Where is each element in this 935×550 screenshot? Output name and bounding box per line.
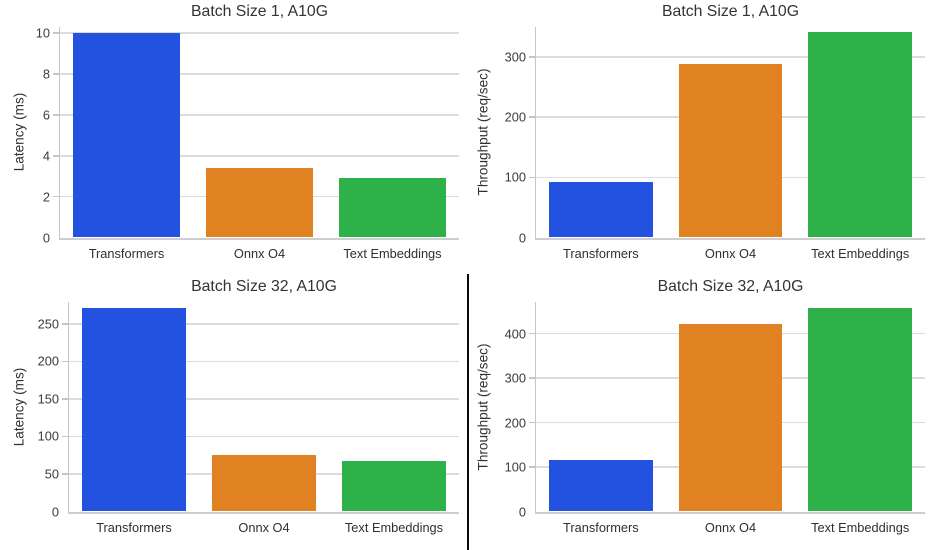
y-tick-label: 150 <box>37 391 59 407</box>
bar-text-embeddings <box>808 307 913 512</box>
x-category-label: Onnx O4 <box>238 520 290 535</box>
bar-transformers <box>548 182 653 238</box>
bar-onnx-o4 <box>678 64 783 238</box>
x-category-label: Text Embeddings <box>343 245 442 261</box>
gridline <box>60 73 459 75</box>
plot-baseline <box>67 511 459 514</box>
x-category-label: Transformers <box>88 245 165 261</box>
plot-baseline <box>534 511 925 514</box>
plot-spine <box>58 27 60 240</box>
chart-title: Batch Size 32, A10G <box>657 278 804 295</box>
y-tick-label: 200 <box>504 109 526 125</box>
y-tick-mark <box>61 360 68 363</box>
bar-onnx-o4 <box>678 324 783 512</box>
y-tick-label: 300 <box>504 49 526 65</box>
y-tick-label: 50 <box>44 466 59 482</box>
y-tick-mark <box>52 114 59 116</box>
y-tick-mark <box>528 116 535 118</box>
bar-transformers <box>82 308 186 512</box>
y-tick-mark <box>528 176 535 179</box>
y-tick-label: 0 <box>518 230 526 245</box>
x-category-label: Transformers <box>563 245 639 261</box>
y-tick-label: 2 <box>42 189 50 205</box>
y-tick-mark <box>528 466 535 468</box>
y-tick-label: 0 <box>51 504 59 519</box>
x-category-label: Text Embeddings <box>811 520 910 535</box>
gridline <box>60 32 459 34</box>
y-tick-label: 8 <box>42 66 50 82</box>
plot-baseline <box>534 237 925 240</box>
y-tick-mark <box>61 323 68 325</box>
y-tick-mark <box>52 73 59 75</box>
y-tick-mark <box>61 435 68 438</box>
y-tick-mark <box>528 377 535 379</box>
y-tick-label: 200 <box>37 353 59 369</box>
y-axis-label: Throughput (req/sec) <box>475 343 491 471</box>
gridline <box>60 155 459 157</box>
bar-transformers <box>548 460 653 512</box>
y-tick-label: 200 <box>504 415 526 431</box>
divider-line <box>466 274 469 550</box>
y-tick-label: 250 <box>37 316 59 332</box>
y-tick-mark <box>52 195 59 198</box>
y-tick-mark <box>52 155 59 157</box>
y-tick-label: 100 <box>37 428 59 444</box>
gridline <box>69 435 459 438</box>
plot-spine <box>67 302 69 514</box>
y-tick-mark <box>528 332 535 335</box>
y-tick-mark <box>528 421 535 424</box>
y-tick-label: 400 <box>504 326 526 342</box>
y-tick-label: 0 <box>518 504 526 519</box>
y-tick-label: 300 <box>504 370 526 386</box>
chart-title: Batch Size 1, A10G <box>662 3 799 20</box>
y-tick-label: 6 <box>42 107 50 123</box>
bar-onnx-o4 <box>212 455 316 512</box>
y-tick-mark <box>528 56 535 58</box>
y-tick-mark <box>52 32 59 34</box>
gridline <box>60 114 459 116</box>
gridline <box>69 323 459 325</box>
bar-text-embeddings <box>339 178 446 238</box>
x-category-label: Transformers <box>563 520 639 535</box>
plot-spine <box>534 302 536 514</box>
x-category-label: Text Embeddings <box>811 245 910 261</box>
gridline <box>69 398 459 400</box>
gridline <box>69 360 459 363</box>
x-category-label: Onnx O4 <box>704 520 757 535</box>
y-tick-mark <box>61 473 68 475</box>
bar-text-embeddings <box>808 32 913 238</box>
x-category-label: Onnx O4 <box>233 245 286 261</box>
x-category-label: Onnx O4 <box>704 245 757 261</box>
plot-spine <box>534 27 536 240</box>
chart-title: Batch Size 32, A10G <box>191 278 337 295</box>
y-tick-label: 100 <box>504 169 526 185</box>
x-category-label: Text Embeddings <box>344 520 444 535</box>
bar-onnx-o4 <box>206 168 313 238</box>
plot-baseline <box>58 237 459 240</box>
y-tick-mark <box>61 398 68 400</box>
gridline <box>536 56 925 58</box>
bar-text-embeddings <box>342 461 446 512</box>
y-tick-label: 10 <box>35 25 50 41</box>
y-tick-label: 4 <box>42 148 50 164</box>
bar-transformers <box>73 33 180 238</box>
x-category-label: Transformers <box>96 520 172 535</box>
y-tick-label: 100 <box>504 459 526 475</box>
y-tick-label: 0 <box>42 230 50 245</box>
chart-title: Batch Size 1, A10G <box>191 3 328 20</box>
